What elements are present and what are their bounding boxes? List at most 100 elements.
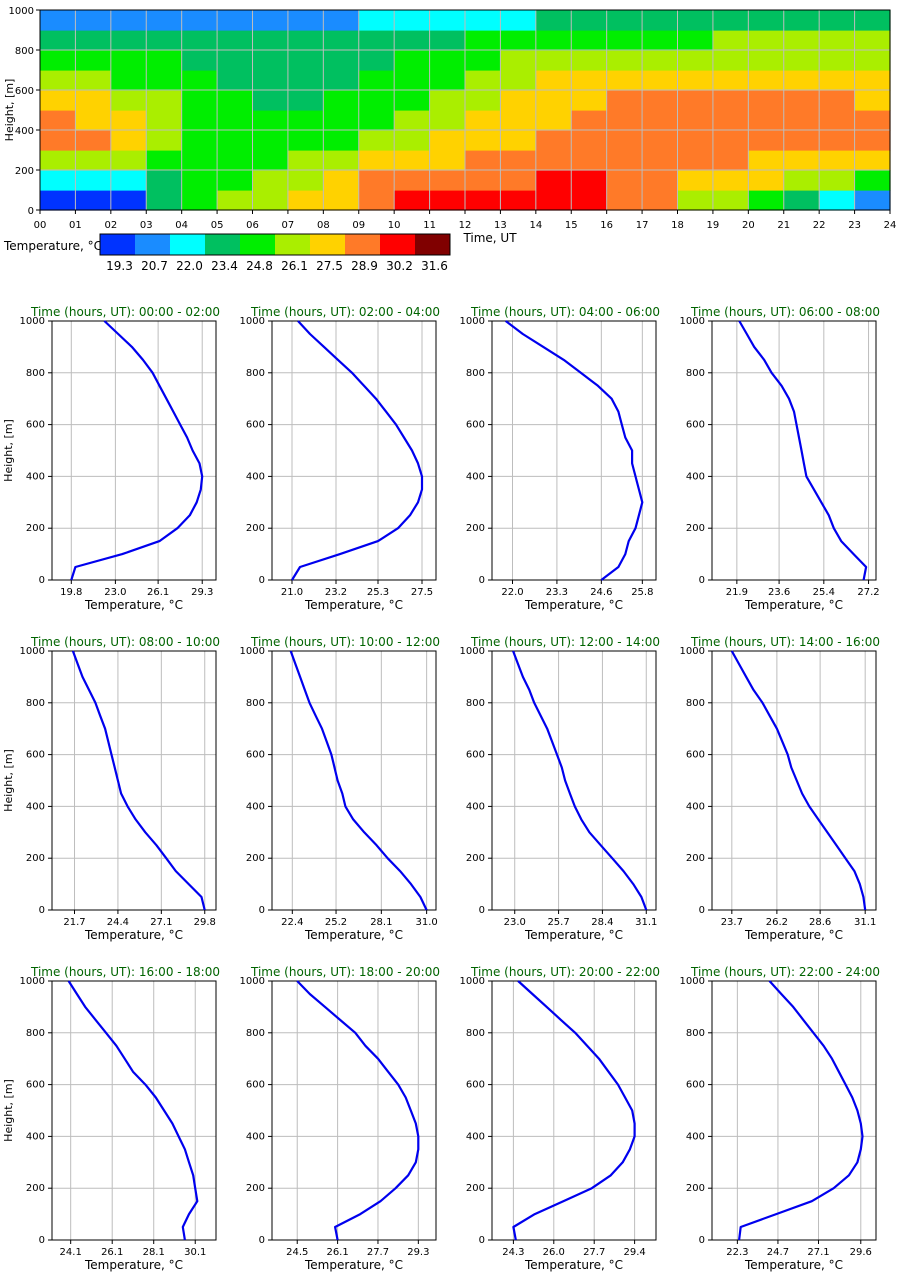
- profile-y-tick-label: 600: [26, 1080, 45, 1091]
- profile-y-tick-label: 0: [259, 575, 265, 586]
- heatmap-cell: [677, 150, 714, 171]
- heatmap-cell: [712, 150, 749, 171]
- profile-y-tick-label: 1000: [240, 976, 265, 987]
- heatmap-cell: [500, 10, 537, 31]
- profile-y-tick-label: 600: [686, 420, 705, 431]
- heatmap-cell: [110, 30, 147, 51]
- heatmap-x-tick-label: 22: [813, 220, 826, 231]
- heatmap-cell: [146, 150, 183, 171]
- heatmap-cell: [535, 190, 572, 211]
- heatmap-cell: [712, 50, 749, 71]
- profile-x-tick-label: 23.0: [104, 587, 126, 598]
- profile-line: [512, 650, 648, 911]
- heatmap-cell: [287, 50, 324, 71]
- profile-x-axis-label: Temperature, °C: [524, 1258, 623, 1272]
- heatmap-cell: [712, 170, 749, 191]
- heatmap-cell: [819, 150, 856, 171]
- heatmap-x-tick-label: 09: [352, 220, 365, 231]
- heatmap-cell: [571, 130, 608, 151]
- heatmap-cell: [75, 190, 112, 211]
- heatmap-cell: [712, 110, 749, 131]
- legend-swatch: [240, 234, 275, 255]
- heatmap-x-tick-label: 01: [69, 220, 82, 231]
- profile-line: [291, 320, 424, 581]
- heatmap-cell: [287, 170, 324, 191]
- heatmap-cell: [181, 110, 218, 131]
- heatmap-cell: [323, 50, 360, 71]
- profile-x-tick-label: 22.3: [726, 1247, 748, 1258]
- heatmap-cell: [287, 150, 324, 171]
- heatmap-cell: [783, 170, 820, 191]
- heatmap-cell: [642, 50, 679, 71]
- profile-y-tick-label: 1000: [680, 976, 705, 987]
- profile-x-tick-label: 24.1: [60, 1247, 82, 1258]
- heatmap-cell: [783, 150, 820, 171]
- heatmap-x-tick-label: 16: [600, 220, 613, 231]
- heatmap-x-tick-label: 12: [459, 220, 472, 231]
- profile-y-tick-label: 800: [26, 368, 45, 379]
- heatmap-cell: [571, 70, 608, 91]
- profile-y-tick-label: 200: [466, 853, 485, 864]
- heatmap-cell: [146, 90, 183, 111]
- heatmap-cell: [783, 50, 820, 71]
- heatmap-cell: [394, 70, 431, 91]
- legend-frame: [99, 233, 451, 256]
- profile-frame: [271, 650, 437, 911]
- profile-line: [296, 980, 420, 1241]
- heatmap-cell: [358, 110, 395, 131]
- heatmap-cell: [40, 30, 77, 51]
- profile-x-tick-label: 28.6: [809, 917, 831, 928]
- profile-x-axis-label: Temperature, °C: [304, 1258, 403, 1272]
- profile-x-tick-label: 22.4: [281, 917, 303, 928]
- heatmap-cell: [358, 190, 395, 211]
- heatmap-cell: [323, 130, 360, 151]
- profile-frame: [51, 320, 217, 581]
- heatmap-cell: [606, 50, 643, 71]
- profile-x-axis-label: Temperature, °C: [84, 598, 183, 612]
- profile-title: Time (hours, UT): 06:00 - 08:00: [690, 305, 880, 319]
- heatmap-cell: [465, 110, 502, 131]
- heatmap-cell: [642, 110, 679, 131]
- heatmap-cell: [465, 150, 502, 171]
- profile-x-tick-label: 25.3: [367, 587, 389, 598]
- heatmap-cell: [217, 90, 254, 111]
- profile-x-axis-label: Temperature, °C: [84, 1258, 183, 1272]
- heatmap-cell: [465, 10, 502, 31]
- heatmap-cell: [677, 130, 714, 151]
- profile-y-tick-label: 800: [686, 698, 705, 709]
- profile-y-tick-label: 600: [246, 420, 265, 431]
- profile-y-tick-label: 400: [686, 471, 705, 482]
- heatmap-cell: [500, 50, 537, 71]
- profile-x-tick-label: 26.1: [326, 1247, 348, 1258]
- heatmap-cell: [642, 170, 679, 191]
- heatmap-cell: [535, 50, 572, 71]
- heatmap-cell: [40, 110, 77, 131]
- heatmap-cell: [146, 70, 183, 91]
- profile-y-tick-label: 0: [479, 905, 485, 916]
- heatmap-cell: [252, 10, 289, 31]
- profile-x-tick-label: 25.8: [631, 587, 653, 598]
- heatmap-cell: [252, 50, 289, 71]
- heatmap-y-tick-label: 200: [15, 166, 34, 177]
- heatmap-cell: [571, 50, 608, 71]
- profile-x-tick-label: 21.0: [281, 587, 303, 598]
- profile-x-tick-label: 29.3: [407, 1247, 429, 1258]
- profile-x-tick-label: 30.1: [184, 1247, 206, 1258]
- heatmap-cell: [677, 70, 714, 91]
- profile-line: [738, 320, 868, 581]
- heatmap-cell: [75, 50, 112, 71]
- heatmap-cell: [146, 10, 183, 31]
- heatmap-cell: [146, 170, 183, 191]
- heatmap-cell: [217, 190, 254, 211]
- profile-y-tick-label: 800: [246, 368, 265, 379]
- heatmap-cell: [677, 50, 714, 71]
- profile-y-tick-label: 0: [259, 905, 265, 916]
- profile-x-axis-label: Temperature, °C: [524, 928, 623, 942]
- profile-y-tick-label: 1000: [460, 316, 485, 327]
- profile-x-axis-label: Temperature, °C: [744, 928, 843, 942]
- profile-y-tick-label: 200: [26, 1183, 45, 1194]
- profile-title: Time (hours, UT): 20:00 - 22:00: [470, 965, 660, 979]
- profile-x-axis-label: Temperature, °C: [524, 598, 623, 612]
- heatmap-cell: [500, 150, 537, 171]
- profile-y-tick-label: 800: [466, 368, 485, 379]
